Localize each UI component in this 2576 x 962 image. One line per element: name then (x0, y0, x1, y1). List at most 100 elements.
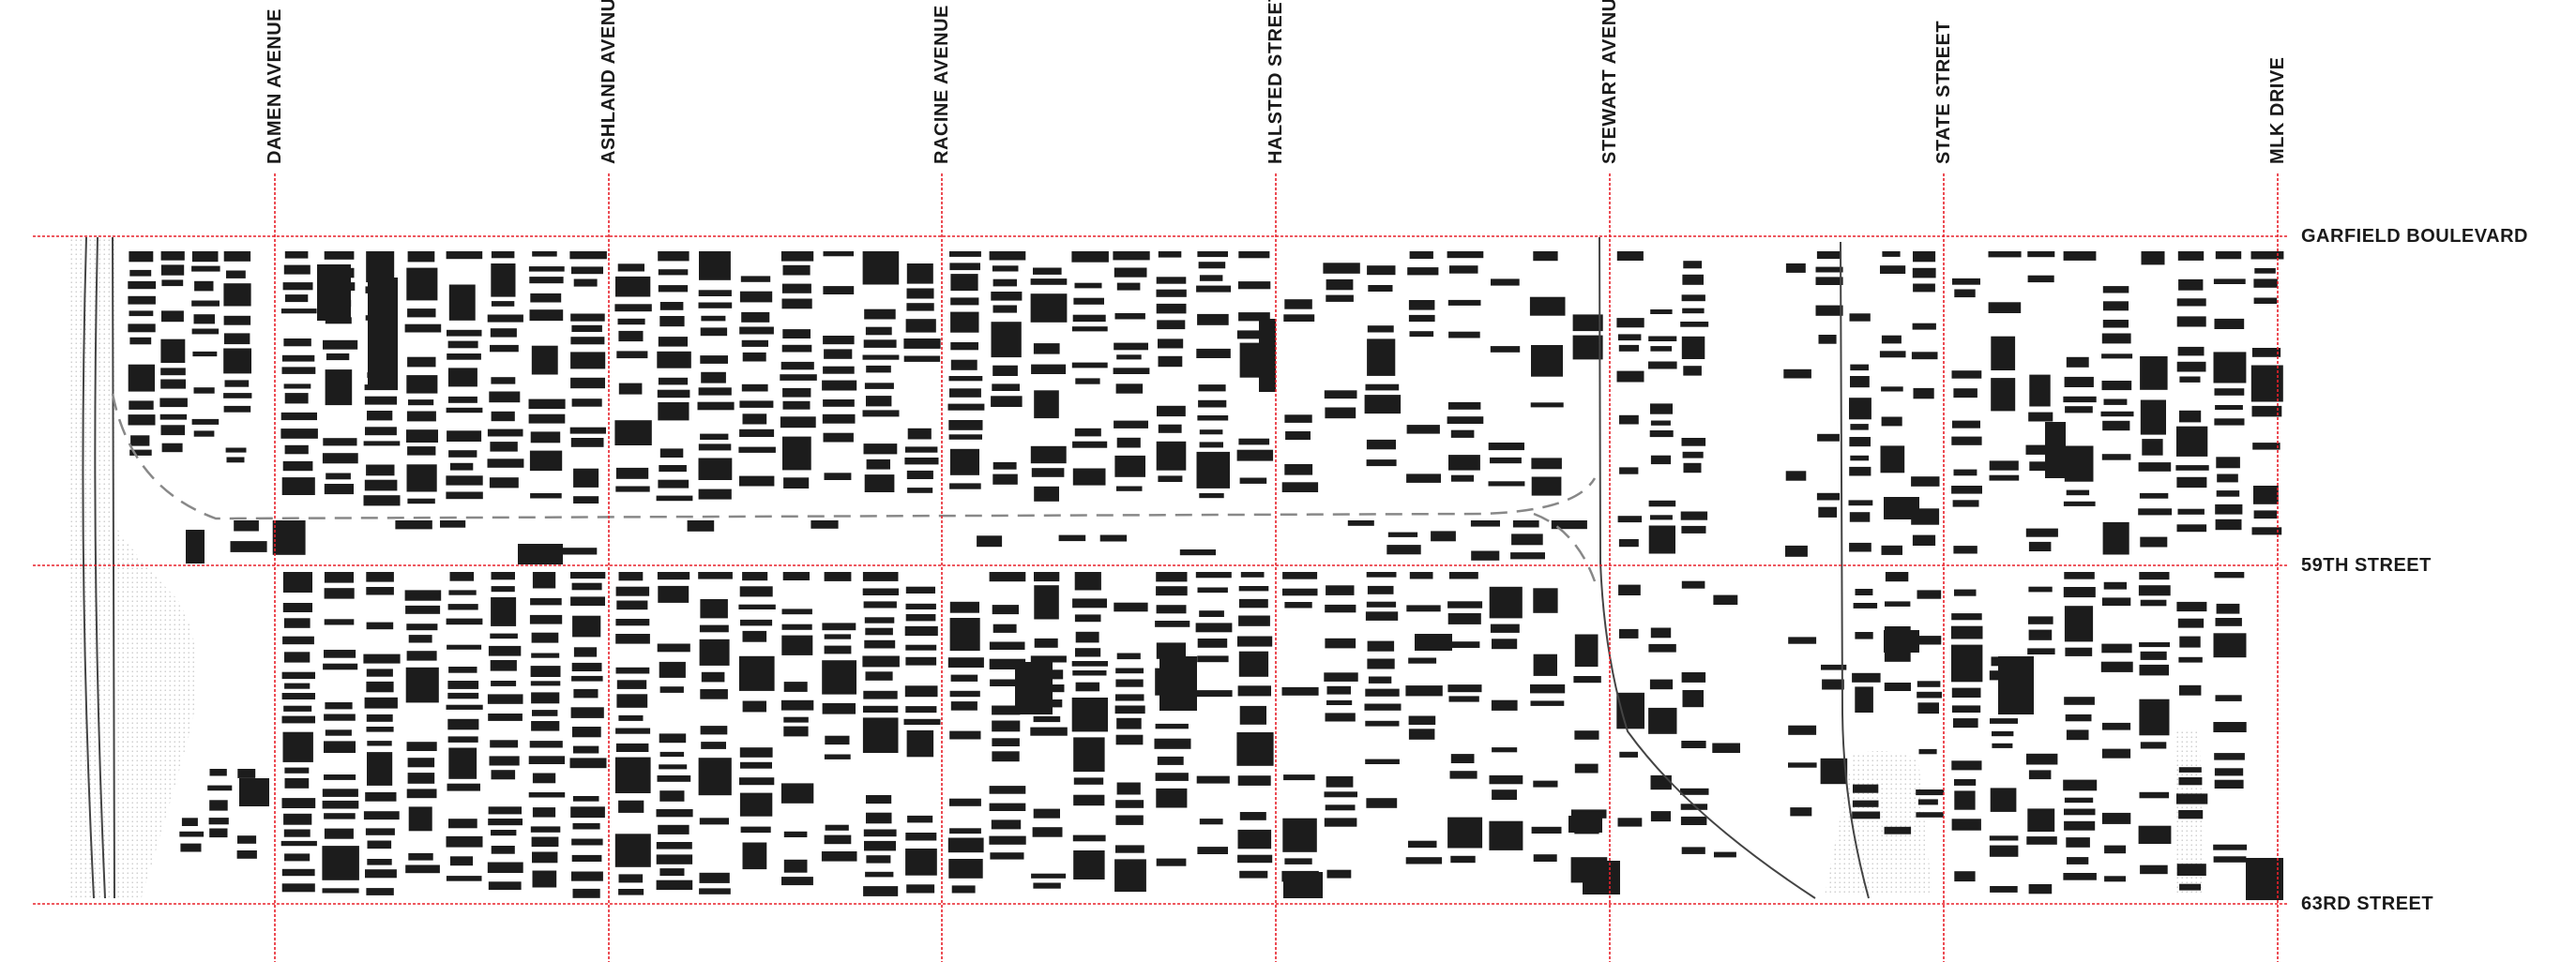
building (1155, 723, 1189, 729)
building (738, 655, 775, 691)
building (1617, 818, 1643, 827)
building (1512, 520, 1539, 528)
building (325, 702, 353, 710)
building (992, 705, 1021, 715)
building (618, 800, 644, 813)
building (1951, 436, 1982, 445)
building (272, 520, 306, 555)
building (532, 807, 556, 818)
building (1405, 857, 1443, 864)
rail-line-west-3 (112, 236, 115, 899)
building (2179, 883, 2201, 891)
building (2066, 729, 2089, 741)
building (2253, 486, 2279, 504)
building (1325, 407, 1356, 419)
building (1408, 729, 1435, 740)
building (1030, 293, 1068, 323)
building (1431, 531, 1456, 542)
building (659, 302, 684, 310)
building (1681, 438, 1706, 446)
building (2139, 699, 2170, 736)
building (742, 700, 766, 713)
building (282, 603, 312, 612)
building (656, 842, 692, 849)
building (571, 582, 602, 591)
building (1998, 656, 2034, 714)
building (209, 769, 227, 776)
building (1116, 717, 1142, 729)
building (2066, 837, 2090, 848)
building (1447, 684, 1482, 693)
building (783, 831, 808, 837)
building (698, 489, 732, 500)
building (129, 269, 152, 277)
building (1238, 598, 1268, 609)
building (1879, 351, 1906, 358)
building (569, 427, 606, 434)
building (618, 889, 644, 895)
building (2102, 722, 2131, 730)
building (1573, 676, 1601, 684)
building (903, 355, 941, 362)
avenue-labels: DAMEN AVENUE ASHLAND AVENUE RACINE AVENU… (265, 0, 2288, 164)
building (1156, 858, 1187, 866)
building (1650, 774, 1672, 790)
building (1114, 313, 1145, 320)
building (1852, 811, 1881, 819)
building (571, 854, 602, 862)
building (738, 604, 776, 609)
building (1325, 638, 1356, 649)
building (571, 266, 603, 275)
building (317, 264, 351, 321)
building (1116, 782, 1141, 795)
building (740, 761, 772, 769)
building (2213, 722, 2247, 732)
building (1197, 313, 1229, 325)
building (225, 447, 247, 453)
building (1368, 285, 1393, 292)
building (1491, 699, 1518, 711)
building (530, 681, 561, 686)
building (905, 586, 935, 594)
building (491, 411, 515, 422)
building (2028, 412, 2053, 422)
building (2215, 504, 2243, 515)
building (2142, 439, 2163, 456)
building (224, 380, 250, 387)
building (2214, 418, 2245, 426)
building (823, 251, 854, 257)
building (1849, 313, 1871, 322)
building (615, 276, 651, 297)
building (1156, 441, 1187, 471)
building (531, 632, 559, 643)
rail-embankment-west (70, 237, 198, 900)
building (903, 718, 941, 725)
building (781, 635, 813, 655)
building (2253, 278, 2278, 288)
building (657, 351, 691, 368)
building (2101, 597, 2131, 607)
building (2027, 808, 2055, 832)
building (1852, 672, 1881, 683)
building (1850, 455, 1870, 461)
building (1681, 741, 1706, 748)
building (1114, 342, 1148, 351)
building (407, 356, 436, 368)
building (1682, 690, 1704, 708)
building (2029, 461, 2051, 472)
building (1284, 299, 1312, 309)
building (1470, 520, 1500, 527)
building (1196, 451, 1230, 489)
building (1680, 804, 1708, 810)
building (1033, 267, 1062, 275)
building (656, 879, 693, 891)
building (905, 849, 937, 876)
building (1281, 482, 1319, 492)
building (237, 835, 257, 844)
building (1815, 305, 1843, 316)
building (1714, 851, 1736, 858)
building (1015, 662, 1053, 714)
building (1785, 545, 1808, 557)
building (1616, 318, 1644, 328)
building (1034, 572, 1060, 582)
